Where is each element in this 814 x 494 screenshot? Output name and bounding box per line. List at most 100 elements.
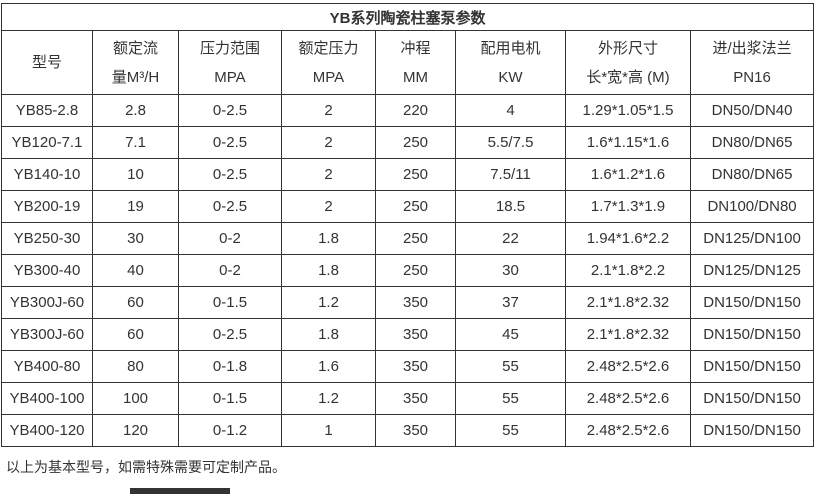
value-cell: DN150/DN150	[689, 318, 814, 351]
table-row: YB400-120 120 0-1.2 1 350 55 2.48*2.5*2.6 DN150…	[1, 414, 814, 447]
value-cell: 2.48*2.5*2.6	[565, 382, 691, 415]
value-cell: 60	[92, 286, 179, 319]
value-cell: 250	[375, 254, 456, 287]
model-cell: YB300J-60	[1, 286, 93, 319]
value-cell: 2.1*1.8*2.32	[565, 318, 691, 351]
table-row: YB300J-60 60 0-1.5 1.2 350 37 2.1*1.8*2.32 DN15…	[1, 286, 814, 319]
value-cell: 80	[92, 350, 179, 383]
model-cell: YB200-19	[1, 190, 93, 223]
value-cell: 1.8	[281, 254, 376, 287]
column-header-line1: 外形尺寸	[597, 39, 658, 57]
value-cell: 0-2	[178, 222, 282, 255]
value-cell: 0-2.5	[178, 158, 282, 191]
value-cell: 45	[455, 318, 566, 351]
model-cell: YB300J-60	[1, 318, 93, 351]
value-cell: 1.2	[281, 286, 376, 319]
value-cell: 350	[375, 318, 456, 351]
value-cell: 22	[455, 222, 566, 255]
value-cell: 55	[455, 350, 566, 383]
value-cell: 0-1.5	[178, 382, 282, 415]
model-cell: YB120-7.1	[1, 126, 93, 159]
value-cell: 0-2.5	[178, 94, 282, 127]
value-cell: 220	[375, 94, 456, 127]
value-cell: 0-1.2	[178, 414, 282, 447]
value-cell: 250	[375, 126, 456, 159]
value-cell: 37	[455, 286, 566, 319]
value-cell: 0-2.5	[178, 190, 282, 223]
value-cell: 40	[92, 254, 179, 287]
model-cell: YB250-30	[1, 222, 93, 255]
value-cell: 4	[455, 94, 566, 127]
column-header-line2: MPA	[312, 68, 345, 86]
value-cell: 350	[375, 286, 456, 319]
value-cell: 1.29*1.05*1.5	[565, 94, 691, 127]
value-cell: 350	[375, 382, 456, 415]
value-cell: DN100/DN80	[689, 190, 814, 223]
table-row: YB200-19 19 0-2.5 2 250 18.5 1.7*1.3*1.9 DN100/…	[1, 190, 814, 223]
table-row: YB300-40 40 0-2 1.8 250 30 2.1*1.8*2.2 DN125/DN…	[1, 254, 814, 287]
value-cell: DN150/DN150	[689, 382, 814, 415]
table-row: YB85-2.8 2.8 0-2.5 2 220 4 1.29*1.05*1.5 DN50/D…	[1, 94, 814, 127]
column-header-line1: 进/出浆法兰	[712, 39, 792, 57]
column-header-line2: KW	[498, 68, 523, 86]
value-cell: DN80/DN65	[689, 158, 814, 191]
table-row: YB400-80 80 0-1.8 1.6 350 55 2.48*2.5*2.6 DN150…	[1, 350, 814, 383]
column-header-line2: PN16	[733, 68, 771, 86]
value-cell: 350	[375, 414, 456, 447]
table-row: YB120-7.1 7.1 0-2.5 2 250 5.5/7.5 1.6*1.15*1.6…	[1, 126, 814, 159]
model-cell: YB300-40	[1, 254, 93, 287]
table-body: YB85-2.8 2.8 0-2.5 2 220 4 1.29*1.05*1.5 DN50/D…	[1, 94, 814, 447]
value-cell: 1.6	[281, 350, 376, 383]
value-cell: 2.48*2.5*2.6	[565, 350, 691, 383]
value-cell: 2	[281, 158, 376, 191]
bottom-partial-bar	[130, 488, 230, 494]
column-header-4: 冲程 MM	[375, 30, 456, 95]
value-cell: 350	[375, 350, 456, 383]
value-cell: DN125/DN100	[689, 222, 814, 255]
column-header-3: 额定压力 MPA	[281, 30, 376, 95]
value-cell: DN150/DN150	[689, 286, 814, 319]
footer-note: 以上为基本型号，如需特殊需要可定制产品。	[6, 459, 286, 475]
column-header-7: 进/出浆法兰 PN16	[689, 30, 814, 95]
value-cell: 0-1.5	[178, 286, 282, 319]
value-cell: 120	[92, 414, 179, 447]
value-cell: DN125/DN125	[689, 254, 814, 287]
value-cell: 55	[455, 414, 566, 447]
value-cell: 18.5	[455, 190, 566, 223]
table-title-row: YB系列陶瓷柱塞泵参数	[0, 3, 814, 31]
value-cell: 0-1.8	[178, 350, 282, 383]
value-cell: 2.48*2.5*2.6	[565, 414, 691, 447]
column-header-line1: 配用电机	[480, 39, 541, 57]
value-cell: 10	[92, 158, 179, 191]
model-cell: YB400-120	[1, 414, 93, 447]
column-header-line2: MM	[403, 68, 428, 86]
column-header-line1: 型号	[31, 54, 62, 71]
column-header-2: 压力范围 MPA	[178, 30, 282, 95]
value-cell: 7.5/11	[455, 158, 566, 191]
value-cell: 2.8	[92, 94, 179, 127]
table-row: YB250-30 30 0-2 1.8 250 22 1.94*1.6*2.2 DN125/D…	[1, 222, 814, 255]
table-header-row: 型号 额定流 量M³/H 压力范围 MPA 额定压力 MPA 冲程 MM 配用电机 KW 外形尺寸 长*…	[1, 30, 814, 95]
value-cell: DN150/DN150	[689, 350, 814, 383]
column-header-line1: 额定压力	[298, 39, 359, 57]
value-cell: 2	[281, 126, 376, 159]
table-row: YB300J-60 60 0-2.5 1.8 350 45 2.1*1.8*2.32 DN15…	[1, 318, 814, 351]
column-header-6: 外形尺寸 长*宽*高 (M)	[565, 30, 691, 95]
column-header-line1: 冲程	[400, 39, 431, 57]
column-header-5: 配用电机 KW	[455, 30, 566, 95]
value-cell: 55	[455, 382, 566, 415]
value-cell: 5.5/7.5	[455, 126, 566, 159]
value-cell: 250	[375, 158, 456, 191]
value-cell: 100	[92, 382, 179, 415]
value-cell: 60	[92, 318, 179, 351]
model-cell: YB400-80	[1, 350, 93, 383]
value-cell: 0-2	[178, 254, 282, 287]
column-header-line1: 额定流	[112, 39, 158, 57]
column-header-line2: 量M³/H	[111, 68, 160, 86]
value-cell: 1.7*1.3*1.9	[565, 190, 691, 223]
value-cell: 2.1*1.8*2.2	[565, 254, 691, 287]
value-cell: DN50/DN40	[689, 94, 814, 127]
value-cell: 30	[455, 254, 566, 287]
column-header-line1: 压力范围	[199, 39, 260, 57]
value-cell: 2.1*1.8*2.32	[565, 286, 691, 319]
